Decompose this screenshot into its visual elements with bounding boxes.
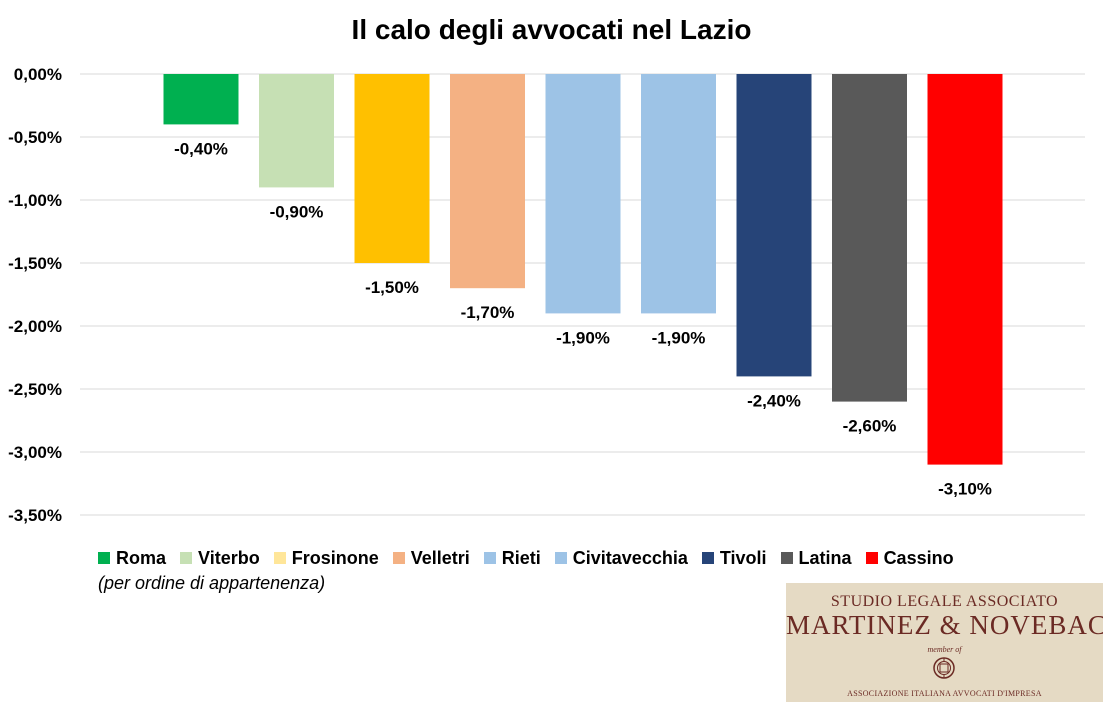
bar-rieti (545, 74, 621, 314)
data-label: -1,90% (652, 328, 706, 347)
chart-legend: Roma Viterbo Frosinone Velletri Rieti Civitav… (98, 546, 968, 570)
legend-label: Tivoli (719, 547, 767, 568)
bar-latina (832, 74, 907, 402)
y-tick-label: -3,50% (8, 506, 62, 525)
logo-line-3: member of (927, 645, 962, 654)
bar-chart: 0,00% -0,50% -1,00% -1,50% -2,00% -2,50% -3,00… (8, 65, 1085, 525)
legend-swatch (273, 552, 286, 564)
legend-item-velletri: Velletri (392, 547, 470, 569)
legend-swatch (98, 552, 110, 564)
bar-viterbo (259, 74, 334, 188)
legend-item-latina: Latina (780, 547, 852, 569)
data-label: -2,40% (747, 391, 801, 410)
data-label: -2,60% (843, 417, 897, 436)
data-label: -1,70% (461, 303, 515, 322)
data-label: -3,10% (938, 480, 992, 499)
legend-swatch (554, 552, 567, 564)
bar-velletri (450, 74, 525, 289)
bar-civitavecchia (641, 74, 716, 314)
legend-item-roma: Roma (98, 548, 166, 569)
data-label: -0,90% (270, 202, 324, 221)
legend-label: Rieti (501, 547, 541, 568)
bar-cassino (927, 74, 1003, 465)
law-firm-logo: STUDIO LEGALE ASSOCIATO MARTINEZ & NOVEB… (786, 583, 1103, 702)
y-tick-label: -2,00% (8, 317, 62, 336)
legend-swatch (180, 552, 193, 564)
chart-title: Il calo degli avvocati nel Lazio (351, 14, 752, 45)
legend-label: Civitavecchia (572, 547, 688, 568)
legend-swatch (483, 552, 496, 564)
legend-label: Frosinone (291, 547, 379, 568)
bar-tivoli (736, 74, 812, 377)
seal-icon (933, 657, 955, 679)
bar-frosinone (354, 74, 430, 263)
legend-label: Latina (798, 547, 852, 568)
data-label: -1,50% (365, 278, 419, 297)
data-label: -1,90% (556, 328, 610, 347)
legend-item-viterbo: Viterbo (180, 548, 260, 569)
legend-item-civitavecchia: Civitavecchia (554, 547, 688, 569)
legend-swatch (392, 552, 405, 564)
legend-swatch (701, 552, 714, 564)
legend-swatch (780, 552, 793, 564)
y-tick-label: -1,00% (8, 191, 62, 210)
y-tick-label: -1,50% (8, 254, 62, 273)
chart-note: (per ordine di appartenenza) (98, 573, 326, 593)
legend-label: Roma (116, 547, 167, 568)
logo-line-4: ASSOCIAZIONE ITALIANA AVVOCATI D'IMPRESA (847, 689, 1042, 698)
y-tick-label: 0,00% (14, 65, 62, 84)
y-tick-label: -0,50% (8, 128, 62, 147)
y-tick-label: -2,50% (8, 380, 62, 399)
legend-item-tivoli: Tivoli (701, 547, 767, 569)
legend-label: Velletri (410, 547, 470, 568)
data-label: -0,40% (174, 139, 228, 158)
legend-item-cassino: Cassino (865, 547, 954, 569)
legend-item-frosinone: Frosinone (273, 547, 379, 569)
legend-item-rieti: Rieti (483, 547, 541, 569)
logo-line-2: MARTINEZ & NOVEBACI (786, 610, 1103, 640)
y-tick-label: -3,00% (8, 443, 62, 462)
legend-label: Cassino (883, 547, 954, 568)
bar-roma (163, 74, 239, 125)
legend-swatch (865, 552, 878, 564)
legend-label: Viterbo (198, 547, 260, 568)
logo-line-1: STUDIO LEGALE ASSOCIATO (830, 593, 1059, 610)
